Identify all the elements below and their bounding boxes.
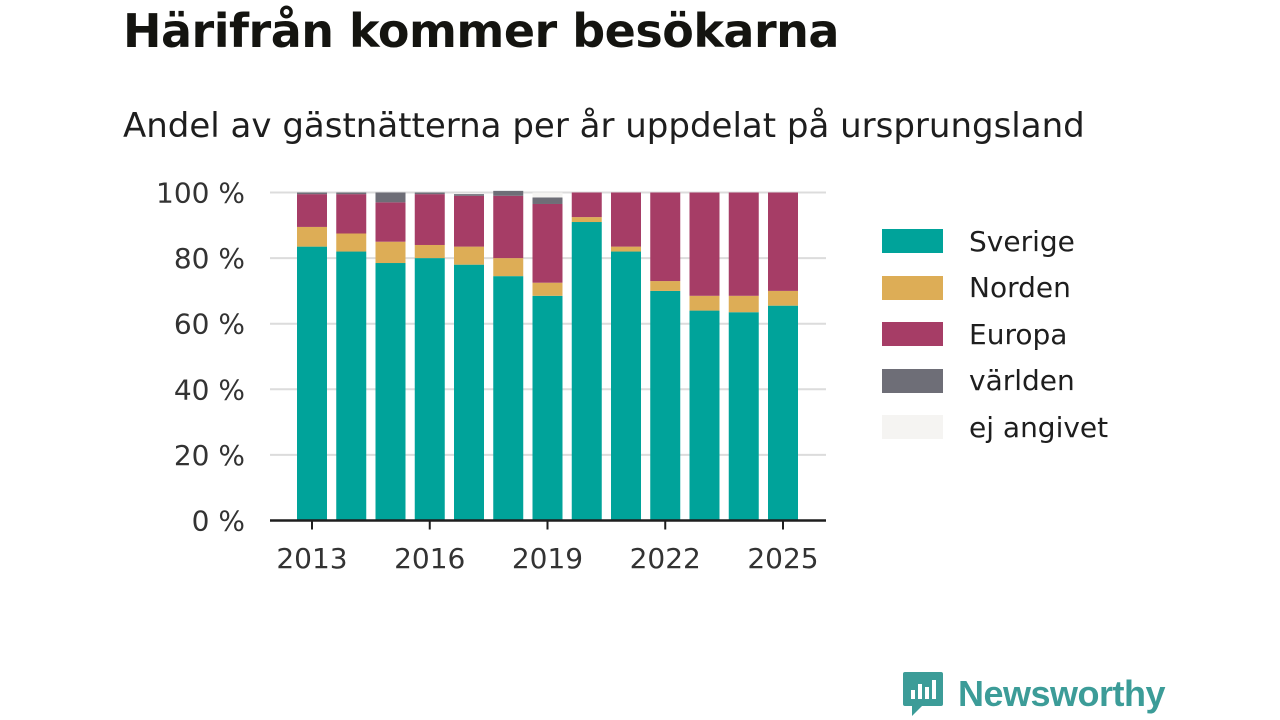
bar-segment-Sverige (375, 263, 406, 521)
bar-segment-Europa (532, 203, 563, 283)
bar-segment-Norden (611, 246, 641, 252)
bar-segment-världen (375, 192, 406, 203)
bar-segment-Norden (532, 282, 563, 296)
bar-segment-Sverige (611, 251, 641, 521)
legend-label: Norden (969, 271, 1071, 305)
bar-segment-Norden (414, 244, 445, 259)
bar-segment-Sverige (728, 312, 759, 521)
bar-segment-världen (297, 192, 327, 195)
bar-segment-Europa (375, 202, 406, 242)
legend-item: ej angivet (882, 404, 1108, 451)
bar-segment-Sverige (768, 305, 798, 521)
x-tick-label: 2022 (630, 542, 701, 575)
legend-swatch (882, 415, 943, 440)
bar-segment-världen (454, 194, 484, 196)
bar-segment-Norden (768, 290, 798, 306)
bar-segment-världen (414, 192, 445, 195)
legend-item: Norden (882, 265, 1108, 312)
legend-label: världen (969, 364, 1075, 398)
bar-segment-Norden (454, 246, 484, 265)
bar-segment-världen (493, 190, 524, 196)
bar-segment-Sverige (414, 258, 445, 521)
x-tick-label: 2025 (747, 542, 818, 575)
chart-title: Härifrån kommer besökarna (123, 4, 839, 58)
bar-segment-Europa (768, 192, 798, 291)
chart-subtitle: Andel av gästnätterna per år uppdelat på… (123, 106, 1085, 146)
tick-labels: 0 % 20 % 40 % 60 % 80 % 100 % 2013 2016 2019 2022… (156, 177, 819, 576)
y-tick-label: 40 % (174, 373, 245, 406)
axes (270, 519, 826, 530)
x-tick-label: 2019 (512, 542, 583, 575)
bar-segment-ej-angivet (532, 192, 563, 198)
bar-segment-Europa (611, 192, 641, 247)
legend-item: Europa (882, 311, 1108, 358)
legend-swatch (882, 368, 943, 393)
legend-swatch (882, 322, 943, 347)
bar-segment-Norden (297, 226, 327, 247)
bar-segment-Europa (493, 195, 524, 259)
bar-segment-Europa (571, 192, 602, 218)
bar-segment-världen (336, 192, 367, 195)
bar-segment-Sverige (571, 222, 602, 521)
bar-segment-Europa (336, 194, 367, 234)
legend-swatch (882, 229, 943, 254)
bar-segment-Europa (728, 192, 759, 296)
bar-segment-Sverige (454, 264, 484, 521)
bar-segment-Norden (493, 258, 524, 277)
bar-segment-Sverige (689, 310, 720, 521)
brand-name: Newsworthy (958, 673, 1166, 714)
bar-segment-Norden (728, 295, 759, 313)
brand-logo: Newsworthy (902, 670, 1166, 718)
newsworthy-logo-icon (903, 672, 943, 716)
y-tick-label: 100 % (156, 177, 245, 210)
bar-segment-Europa (414, 194, 445, 245)
y-tick-label: 20 % (174, 439, 245, 472)
bar-segment-Europa (454, 195, 484, 247)
bars (297, 190, 798, 521)
y-tick-label: 0 % (192, 505, 245, 538)
bar-segment-Norden (336, 233, 367, 252)
bar-segment-Norden (689, 295, 720, 311)
bar-segment-Norden (650, 281, 681, 291)
bar-segment-Sverige (493, 276, 524, 521)
bar-segment-Sverige (336, 251, 367, 521)
legend-item: Sverige (882, 218, 1108, 265)
legend-label: Europa (969, 317, 1068, 351)
y-tick-label: 60 % (174, 308, 245, 341)
bar-segment-Europa (297, 194, 327, 227)
x-tick-label: 2016 (394, 542, 465, 575)
legend: Sverige Norden Europa världen ej angivet (882, 218, 1108, 451)
bar-segment-Norden (571, 217, 602, 223)
x-tick-label: 2013 (276, 542, 347, 575)
bar-segment-Sverige (532, 295, 563, 521)
bar-segment-Sverige (297, 246, 327, 521)
bar-segment-Sverige (650, 290, 681, 521)
bar-segment-Europa (650, 192, 681, 282)
legend-item: världen (882, 358, 1108, 405)
y-tick-label: 80 % (174, 242, 245, 275)
bar-segment-världen (532, 197, 563, 204)
legend-label: ej angivet (969, 410, 1109, 444)
legend-swatch (882, 275, 943, 300)
bar-segment-Europa (689, 192, 720, 296)
legend-label: Sverige (969, 224, 1075, 258)
bar-segment-Norden (375, 241, 406, 264)
